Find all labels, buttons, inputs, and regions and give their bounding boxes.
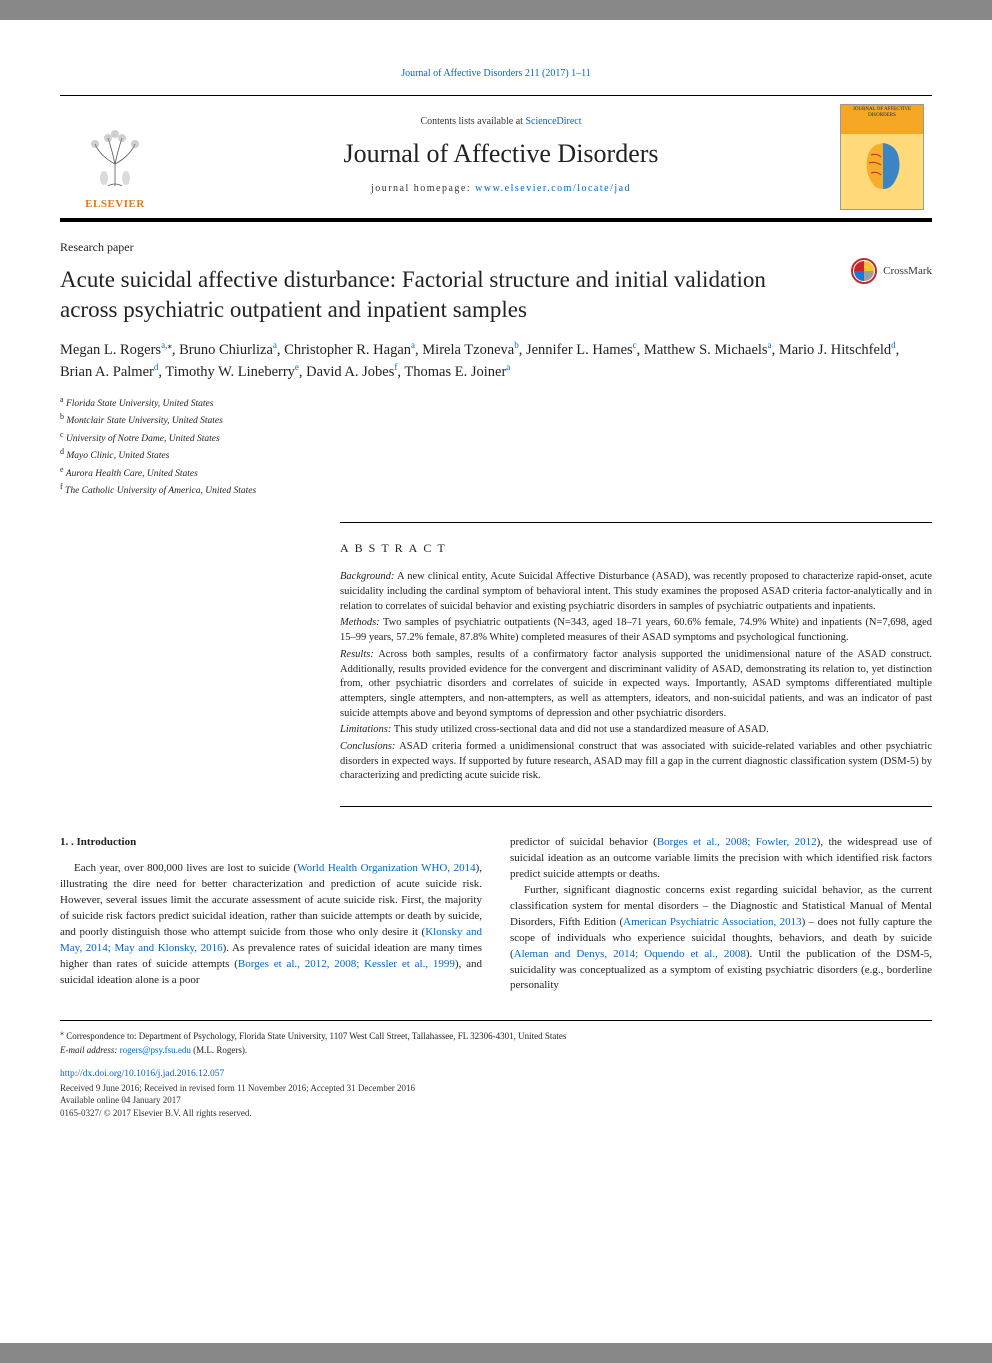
affiliation: f The Catholic University of America, Un… bbox=[60, 481, 932, 498]
column-right: predictor of suicidal behavior (Borges e… bbox=[510, 835, 932, 994]
author: Mario J. Hitschfeld bbox=[779, 342, 891, 358]
section-heading-introduction: 1. . Introduction bbox=[60, 835, 482, 851]
abstract-heading: ABSTRACT bbox=[340, 541, 932, 556]
affil-marker[interactable]: e bbox=[295, 362, 299, 372]
journal-cover-thumbnail: JOURNAL OF AFFECTIVE DISORDERS bbox=[840, 104, 924, 210]
abstract-background-label: Background: bbox=[340, 571, 394, 582]
cover-brain-icon bbox=[861, 141, 905, 191]
crossmark-icon bbox=[851, 258, 877, 284]
citation-link[interactable]: World Health Organization WHO, 2014 bbox=[297, 862, 475, 874]
author: Bruno Chiurliza bbox=[179, 342, 273, 358]
affil-marker[interactable]: a bbox=[273, 340, 277, 350]
affil-marker[interactable]: b bbox=[514, 340, 519, 350]
page: Journal of Affective Disorders 211 (2017… bbox=[0, 20, 992, 1343]
abstract-methods-label: Methods: bbox=[340, 617, 380, 628]
affil-marker[interactable]: a bbox=[506, 362, 510, 372]
journal-homepage-line: journal homepage: www.elsevier.com/locat… bbox=[170, 183, 832, 194]
masthead: ELSEVIER Contents lists available at Sci… bbox=[60, 95, 932, 222]
affil-marker[interactable]: d bbox=[891, 340, 896, 350]
author: Mirela Tzoneva bbox=[422, 342, 514, 358]
author: Christopher R. Hagan bbox=[284, 342, 411, 358]
abstract-limitations-label: Limitations: bbox=[340, 724, 391, 735]
author: Thomas E. Joiner bbox=[404, 364, 506, 380]
publisher-logo-block: ELSEVIER bbox=[60, 96, 170, 218]
author: Brian A. Palmer bbox=[60, 364, 154, 380]
abstract-results-label: Results: bbox=[340, 649, 374, 660]
author: David A. Jobes bbox=[306, 364, 394, 380]
author: Matthew S. Michaels bbox=[644, 342, 768, 358]
citation-link[interactable]: American Psychiatric Association, 2013 bbox=[623, 916, 802, 928]
abstract-conclusions-label: Conclusions: bbox=[340, 741, 395, 752]
corresponding-author-note: ⁎ Correspondence to: Department of Psych… bbox=[60, 1027, 932, 1044]
footnotes: ⁎ Correspondence to: Department of Psych… bbox=[60, 1020, 932, 1119]
corresponding-marker[interactable]: ⁎ bbox=[167, 340, 172, 350]
sciencedirect-link[interactable]: ScienceDirect bbox=[525, 116, 581, 127]
elsevier-tree-icon bbox=[80, 126, 150, 196]
affil-marker[interactable]: f bbox=[394, 362, 397, 372]
affil-marker[interactable]: c bbox=[633, 340, 637, 350]
homepage-prefix: journal homepage: bbox=[371, 183, 475, 194]
affiliation: c University of Notre Dame, United State… bbox=[60, 429, 932, 446]
article-type: Research paper bbox=[60, 240, 932, 255]
cover-title: JOURNAL OF AFFECTIVE DISORDERS bbox=[841, 105, 923, 120]
citation-link[interactable]: Borges et al., 2008; Fowler, 2012 bbox=[657, 836, 817, 848]
email-line: E-mail address: rogers@psy.fsu.edu (M.L.… bbox=[60, 1044, 932, 1058]
received-dates: Received 9 June 2016; Received in revise… bbox=[60, 1082, 932, 1095]
journal-name: Journal of Affective Disorders bbox=[170, 139, 832, 169]
citation-link[interactable]: Borges et al., 2012, 2008; Kessler et al… bbox=[238, 958, 455, 970]
abstract-limitations: This study utilized cross-sectional data… bbox=[391, 724, 768, 735]
body-paragraph: Each year, over 800,000 lives are lost t… bbox=[60, 861, 482, 989]
article-title: Acute suicidal affective disturbance: Fa… bbox=[60, 265, 932, 325]
body-paragraph: predictor of suicidal behavior (Borges e… bbox=[510, 835, 932, 883]
citation-link[interactable]: Aleman and Denys, 2014; Oquendo et al., … bbox=[514, 948, 746, 960]
corresponding-email-link[interactable]: rogers@psy.fsu.edu bbox=[120, 1045, 191, 1055]
crossmark-label: CrossMark bbox=[883, 265, 932, 277]
author-list: Megan L. Rogersa,⁎, Bruno Chiurlizaa, Ch… bbox=[60, 339, 932, 384]
author: Megan L. Rogers bbox=[60, 342, 161, 358]
masthead-center: Contents lists available at ScienceDirec… bbox=[170, 96, 832, 218]
affiliation-list: a Florida State University, United State… bbox=[60, 394, 932, 498]
available-online: Available online 04 January 2017 bbox=[60, 1094, 932, 1107]
affiliation: b Montclair State University, United Sta… bbox=[60, 411, 932, 428]
abstract-block: ABSTRACT Background: A new clinical enti… bbox=[340, 522, 932, 807]
author: Timothy W. Lineberry bbox=[165, 364, 295, 380]
doi-link[interactable]: http://dx.doi.org/10.1016/j.jad.2016.12.… bbox=[60, 1067, 932, 1081]
affiliation: e Aurora Health Care, United States bbox=[60, 464, 932, 481]
abstract-methods: Two samples of psychiatric outpatients (… bbox=[340, 617, 932, 643]
abstract-text: Background: A new clinical entity, Acute… bbox=[340, 570, 932, 784]
body-columns: 1. . Introduction Each year, over 800,00… bbox=[60, 835, 932, 994]
abstract-results: Across both samples, results of a confir… bbox=[340, 649, 932, 719]
abstract-conclusions: ASAD criteria formed a unidimensional co… bbox=[340, 741, 932, 781]
contents-available-line: Contents lists available at ScienceDirec… bbox=[170, 116, 832, 127]
affiliation: d Mayo Clinic, United States bbox=[60, 446, 932, 463]
author: Jennifer L. Hames bbox=[526, 342, 633, 358]
issue-citation-link[interactable]: Journal of Affective Disorders 211 (2017… bbox=[60, 68, 932, 79]
copyright-line: 0165-0327/ © 2017 Elsevier B.V. All righ… bbox=[60, 1107, 932, 1120]
affil-marker[interactable]: a bbox=[768, 340, 772, 350]
email-label: E-mail address: bbox=[60, 1045, 120, 1055]
journal-homepage-link[interactable]: www.elsevier.com/locate/jad bbox=[475, 183, 631, 194]
journal-cover-block: JOURNAL OF AFFECTIVE DISORDERS bbox=[832, 96, 932, 218]
contents-prefix: Contents lists available at bbox=[420, 116, 525, 127]
publisher-name: ELSEVIER bbox=[85, 198, 145, 210]
email-author: (M.L. Rogers). bbox=[191, 1045, 247, 1055]
column-left: 1. . Introduction Each year, over 800,00… bbox=[60, 835, 482, 994]
affiliation: a Florida State University, United State… bbox=[60, 394, 932, 411]
affil-marker[interactable]: d bbox=[154, 362, 159, 372]
body-paragraph: Further, significant diagnostic concerns… bbox=[510, 883, 932, 995]
affil-marker[interactable]: a bbox=[411, 340, 415, 350]
crossmark-badge[interactable]: CrossMark bbox=[851, 258, 932, 284]
abstract-background: A new clinical entity, Acute Suicidal Af… bbox=[340, 571, 932, 611]
